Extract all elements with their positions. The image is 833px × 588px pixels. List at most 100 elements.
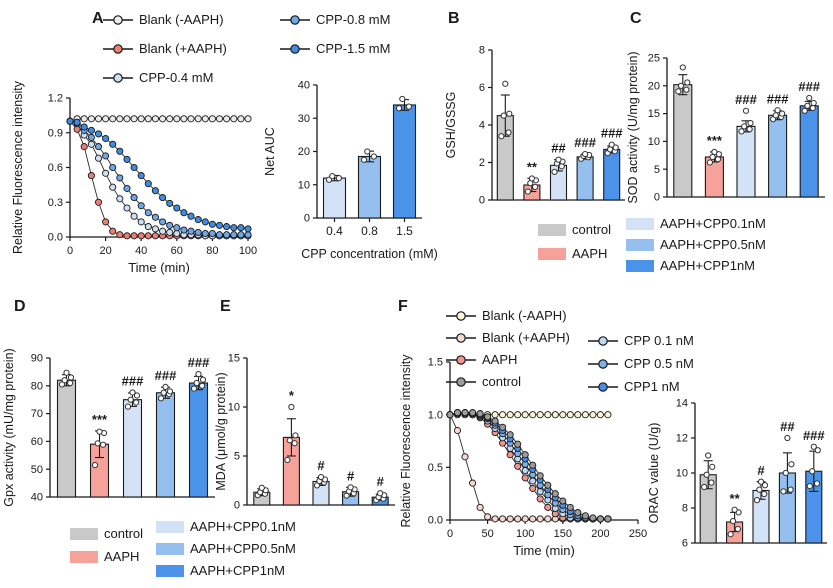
- legend-label: Blank (-AAPH): [482, 308, 567, 323]
- svg-text:6: 6: [682, 538, 688, 550]
- svg-text:###: ###: [767, 91, 789, 106]
- svg-text:0.8: 0.8: [361, 224, 378, 238]
- svg-text:##: ##: [551, 141, 566, 156]
- legend-item: Blank (+AAPH): [446, 330, 570, 345]
- svg-text:0.6: 0.6: [48, 162, 63, 174]
- svg-text:1.0: 1.0: [428, 409, 443, 421]
- svg-text:0: 0: [447, 528, 453, 540]
- svg-text:20: 20: [648, 80, 660, 92]
- svg-text:0.0: 0.0: [428, 515, 443, 527]
- panel-d-gpx-chart: 40 50 60 70 80 90 Gpx activity (mU/mg protein)…: [0, 330, 225, 525]
- legend-line-marker-icon: [446, 354, 476, 366]
- svg-text:60: 60: [31, 436, 43, 448]
- legend-item: AAPH+CPP1nM: [156, 563, 296, 578]
- panel-e-mda-chart: 0 5 10 15 MDA (μmol/g protein) * # # #: [212, 330, 402, 525]
- legend-label: AAPH: [482, 352, 518, 367]
- svg-text:200: 200: [591, 528, 609, 540]
- svg-text:14: 14: [676, 398, 688, 410]
- svg-text:6: 6: [479, 82, 485, 94]
- panel-f-legend-col1: Blank (-AAPH) Blank (+AAPH) AAPH control: [446, 308, 570, 389]
- legend-label: Blank (+AAPH): [482, 330, 570, 345]
- svg-text:###: ###: [155, 368, 177, 383]
- svg-text:SOD activity (U/mg protein): SOD activity (U/mg protein): [626, 51, 640, 203]
- svg-text:Time (min): Time (min): [128, 260, 190, 275]
- panel-e-label: E: [220, 298, 231, 315]
- svg-text:#: #: [757, 463, 765, 478]
- legend-swatch: [626, 259, 654, 272]
- svg-text:***: ***: [707, 133, 723, 148]
- panel-b-gsh-gssg-chart: 0 2 4 6 8 GSH/GSSG ** ## ### ###: [444, 28, 630, 218]
- legend-label: CPP1 nM: [624, 379, 680, 394]
- panel-c-sod-chart: 0 5 10 15 20 25 SOD activity (U/mg protein) ***…: [626, 30, 833, 215]
- svg-text:60: 60: [171, 245, 183, 257]
- svg-text:80: 80: [206, 245, 218, 257]
- legend-label: CPP-0.4 mM: [139, 70, 214, 85]
- legend-item: AAPH+CPP1nM: [626, 258, 766, 273]
- panel-f-kinetics-chart: 0.0 0.5 1.0 1.5 Relative Fluorescence intens…: [396, 328, 670, 568]
- legend-item: AAPH+CPP0.5nM: [626, 237, 766, 252]
- legend-swatch: [70, 550, 98, 563]
- legend-item: control: [446, 374, 570, 389]
- legend-line-marker-icon: [446, 376, 476, 388]
- legend-label: CPP-1.5 mM: [316, 41, 391, 56]
- svg-text:0: 0: [304, 213, 310, 225]
- legend-item: CPP-0.8 mM: [280, 12, 390, 27]
- panel-f-label: F: [398, 298, 408, 315]
- panel-de-legend-control-aaph: control AAPH: [70, 526, 143, 564]
- legend-label: AAPH+CPP1nM: [190, 563, 286, 578]
- panel-f-legend-col2: CPP 0.1 nM CPP 0.5 nM CPP1 nM: [588, 333, 694, 394]
- panel-b-label: B: [448, 10, 460, 27]
- legend-item: Blank (-AAPH): [103, 12, 227, 27]
- svg-text:###: ###: [574, 135, 596, 150]
- svg-text:0: 0: [67, 245, 73, 257]
- svg-text:12: 12: [676, 433, 688, 445]
- legend-line-marker-icon: [103, 43, 133, 55]
- legend-item: CPP-1.5 mM: [280, 41, 390, 56]
- svg-text:40: 40: [298, 80, 310, 92]
- legend-swatch: [626, 217, 654, 230]
- svg-text:5: 5: [234, 451, 240, 463]
- legend-item: CPP 0.5 nM: [588, 356, 694, 371]
- svg-text:4: 4: [479, 120, 485, 132]
- legend-item: CPP 0.1 nM: [588, 333, 694, 348]
- svg-text:100: 100: [239, 245, 257, 257]
- svg-text:Time (min): Time (min): [513, 543, 575, 558]
- legend-swatch: [538, 223, 566, 236]
- legend-swatch: [156, 564, 184, 577]
- svg-text:0.4: 0.4: [326, 224, 343, 238]
- legend-item: CPP1 nM: [588, 379, 694, 394]
- svg-text:*: *: [289, 388, 295, 403]
- panel-a-label: A: [92, 10, 104, 27]
- svg-text:40: 40: [31, 492, 43, 504]
- svg-text:40: 40: [135, 245, 147, 257]
- svg-text:2: 2: [479, 157, 485, 169]
- legend-swatch: [626, 238, 654, 251]
- svg-text:MDA (μmol/g protein): MDA (μmol/g protein): [214, 372, 228, 490]
- svg-text:0.0: 0.0: [48, 232, 63, 244]
- svg-text:0.9: 0.9: [48, 127, 63, 139]
- svg-text:70: 70: [31, 408, 43, 420]
- legend-line-marker-icon: [280, 43, 310, 55]
- legend-item: Blank (+AAPH): [103, 41, 227, 56]
- svg-text:###: ###: [122, 373, 144, 388]
- svg-text:1.2: 1.2: [48, 93, 63, 105]
- svg-text:0: 0: [654, 192, 660, 204]
- svg-text:0: 0: [479, 195, 485, 207]
- svg-text:8: 8: [479, 45, 485, 57]
- svg-text:90: 90: [31, 353, 43, 365]
- svg-text:0.5: 0.5: [428, 462, 443, 474]
- legend-swatch: [156, 542, 184, 555]
- svg-text:10: 10: [676, 468, 688, 480]
- legend-label: control: [104, 526, 144, 541]
- svg-text:ORAC value (U/g): ORAC value (U/g): [647, 423, 661, 524]
- svg-text:1.5: 1.5: [428, 357, 443, 369]
- legend-label: CPP 0.1 nM: [624, 333, 694, 348]
- svg-text:10: 10: [298, 179, 310, 191]
- legend-swatch: [70, 527, 98, 540]
- panel-a-net-auc-chart: 0 10 20 30 40 Net AUC 0.4 0.8 1.5 CPP concentrati…: [262, 70, 438, 270]
- svg-text:10: 10: [228, 402, 240, 414]
- panel-f-orac-chart: 6 8 10 12 14 ORAC value (U/g) ** # ## ###: [647, 378, 833, 553]
- svg-text:25: 25: [648, 53, 660, 65]
- legend-label: CPP-0.8 mM: [316, 12, 391, 27]
